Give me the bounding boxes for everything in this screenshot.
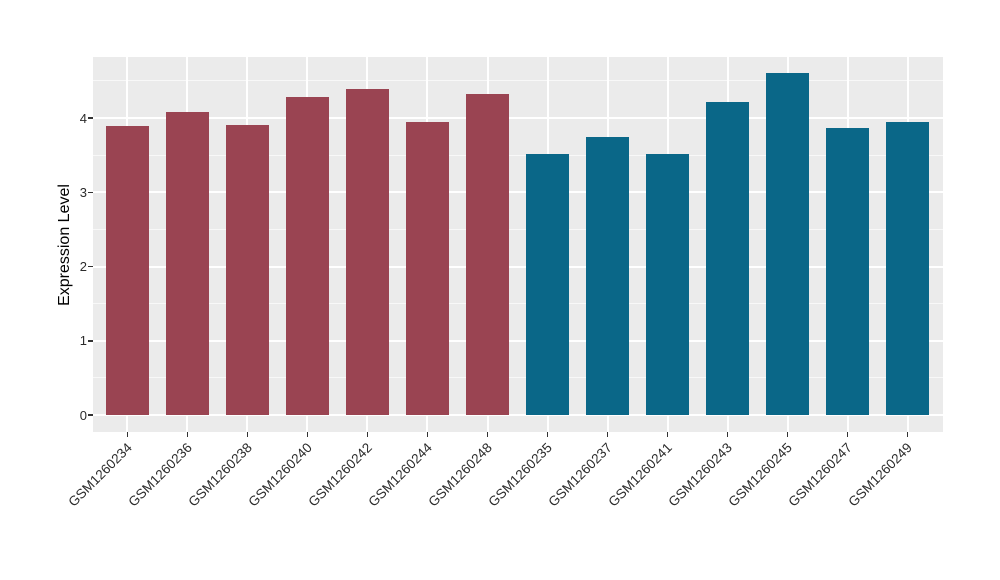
gridline-minor (93, 303, 943, 305)
y-axis-title: Expression Level (56, 184, 73, 306)
y-tick-label: 3 (79, 184, 87, 200)
gridline-minor (93, 154, 943, 156)
y-tick-mark (88, 191, 93, 193)
gridline-major (93, 191, 943, 194)
bar-gsm1260236 (166, 112, 209, 415)
gridline-minor (93, 377, 943, 379)
plot-panel (93, 57, 943, 432)
x-tick-mark (846, 432, 849, 437)
gridline-major (93, 414, 943, 416)
x-tick-mark (186, 432, 189, 437)
x-tick-mark (606, 432, 609, 437)
x-tick-mark (426, 432, 429, 437)
gridline-major (93, 339, 943, 342)
x-tick-mark (666, 432, 669, 437)
x-tick-mark (726, 432, 729, 437)
gridline-major (93, 117, 943, 119)
x-tick-label-gsm1260249: GSM1260249 (845, 440, 916, 510)
bar-gsm1260235 (526, 154, 569, 415)
gridline-minor (93, 228, 943, 230)
bar-gsm1260234 (106, 126, 149, 415)
x-tick-mark (906, 432, 909, 437)
bar-gsm1260249 (886, 121, 929, 415)
bar-gsm1260243 (706, 102, 749, 415)
y-tick-mark (88, 340, 93, 342)
bar-gsm1260238 (226, 125, 269, 415)
x-tick-mark (546, 432, 549, 437)
x-tick-mark (786, 432, 789, 437)
x-tick-mark (366, 432, 369, 437)
gridline-minor (93, 80, 943, 82)
bar-gsm1260240 (286, 97, 329, 415)
y-tick-mark (88, 414, 93, 416)
bar-gsm1260237 (586, 137, 629, 415)
x-tick-mark (126, 432, 129, 437)
gridline-major (93, 265, 943, 268)
y-tick-label: 4 (79, 110, 87, 126)
bar-gsm1260241 (646, 154, 689, 415)
bar-gsm1260248 (466, 93, 509, 415)
y-tick-mark (88, 265, 93, 268)
x-tick-mark (486, 432, 489, 437)
bar-gsm1260247 (826, 128, 869, 415)
bar-gsm1260244 (406, 122, 449, 415)
y-tick-label: 1 (79, 333, 87, 349)
y-tick-label: 2 (79, 259, 87, 274)
bar-gsm1260245 (766, 73, 809, 415)
bar-gsm1260242 (346, 89, 389, 415)
y-tick-label: 0 (79, 407, 87, 423)
x-tick-mark (306, 432, 309, 437)
x-tick-mark (246, 432, 249, 437)
y-tick-mark (88, 117, 93, 119)
